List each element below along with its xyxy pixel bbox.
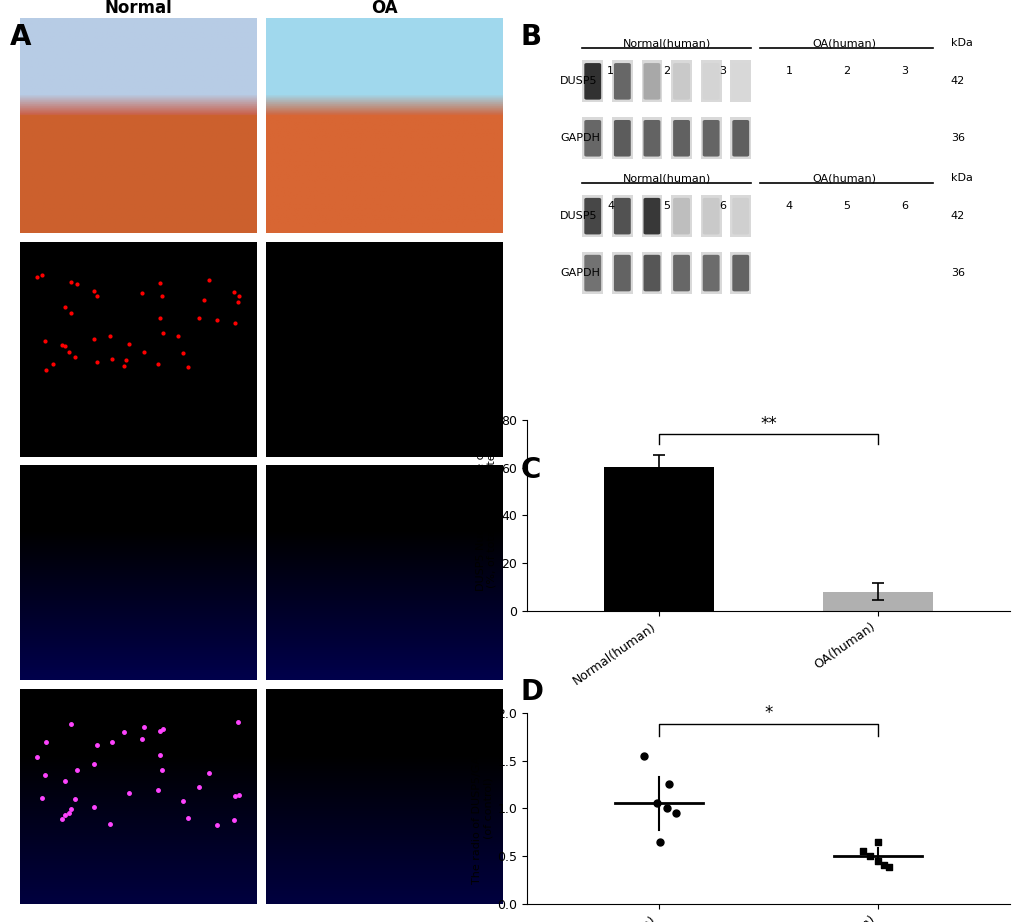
Point <box>869 853 886 868</box>
Title: Normal: Normal <box>105 0 172 17</box>
Point <box>861 848 877 863</box>
Bar <box>603 467 713 610</box>
Text: *: * <box>763 704 772 723</box>
Point <box>658 801 675 816</box>
Text: C: C <box>520 456 540 484</box>
Text: **: ** <box>759 415 776 433</box>
Bar <box>822 592 932 610</box>
Y-axis label: The radio of DUSP5/GAPDH
(of control): The radio of DUSP5/GAPDH (of control) <box>471 732 493 884</box>
Point <box>869 834 886 849</box>
Title: OA: OA <box>371 0 397 17</box>
Point <box>635 749 651 763</box>
Point <box>666 806 683 821</box>
Point <box>875 858 892 873</box>
Y-axis label: DUSP5 Nuclear postive cell
(%, of total chondrocytes): DUSP5 Nuclear postive cell (%, of total … <box>475 440 497 591</box>
Text: A: A <box>10 23 32 51</box>
Point <box>651 834 667 849</box>
Point <box>660 777 677 792</box>
Text: D: D <box>520 678 543 705</box>
Point <box>648 796 664 810</box>
Point <box>879 860 896 875</box>
Text: B: B <box>520 23 541 51</box>
Point <box>854 844 870 858</box>
